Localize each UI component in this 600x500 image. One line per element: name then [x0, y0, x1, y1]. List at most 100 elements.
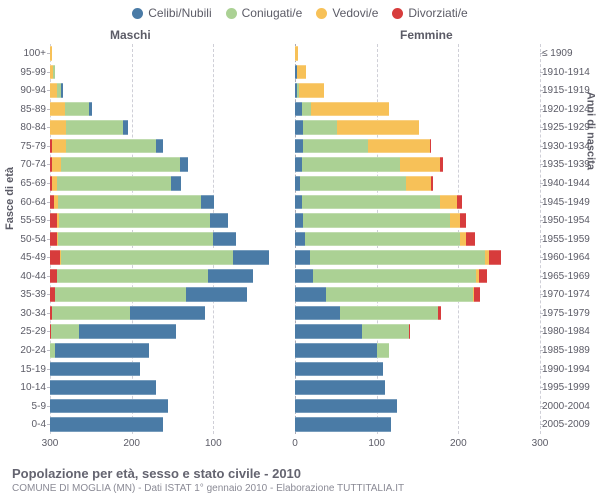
- header-male: Maschi: [110, 28, 151, 42]
- header-female: Femmine: [400, 28, 453, 42]
- age-row: 25-291980-1984: [50, 322, 540, 341]
- bar-segment-cel: [50, 362, 140, 377]
- bar-segment-ved: [50, 46, 52, 61]
- bar-group: [50, 65, 540, 80]
- bar-segment-con: [52, 306, 130, 321]
- legend-item-coniugati: Coniugati/e: [226, 6, 303, 20]
- male-bars: [50, 195, 295, 210]
- plot-area: 3002001000100200300 100+≤ 190995-991910-…: [50, 44, 540, 434]
- age-label: 15-19: [12, 364, 46, 375]
- bar-segment-con: [313, 269, 476, 284]
- female-bars: [295, 343, 540, 358]
- birth-label: 1960-1964: [542, 252, 596, 263]
- x-tick-label: 100: [205, 438, 222, 449]
- age-row: 100+≤ 1909: [50, 44, 540, 63]
- bar-segment-cel: [55, 343, 149, 358]
- bar-group: [50, 195, 540, 210]
- legend: Celibi/Nubili Coniugati/e Vedovi/e Divor…: [0, 0, 600, 20]
- bar-segment-div: [474, 287, 481, 302]
- bar-segment-div: [440, 157, 442, 172]
- bar-segment-div: [50, 250, 60, 265]
- birth-label: 1965-1969: [542, 271, 596, 282]
- female-bars: [295, 399, 540, 414]
- male-bars: [50, 324, 295, 339]
- bar-segment-ved: [440, 195, 456, 210]
- age-row: 45-491960-1964: [50, 248, 540, 267]
- age-label: 65-69: [12, 178, 46, 189]
- bar-segment-con: [300, 176, 406, 191]
- bar-segment-div: [489, 250, 500, 265]
- bar-group: [50, 417, 540, 432]
- female-bars: [295, 213, 540, 228]
- bar-segment-cel: [50, 399, 168, 414]
- bar-segment-con: [377, 343, 389, 358]
- legend-label: Divorziati/e: [408, 6, 467, 20]
- bar-segment-con: [302, 157, 400, 172]
- male-bars: [50, 417, 295, 432]
- birth-label: 1940-1944: [542, 178, 596, 189]
- bar-segment-con: [303, 120, 337, 135]
- bar-segment-cel: [295, 306, 340, 321]
- age-label: 25-29: [12, 326, 46, 337]
- bar-segment-cel: [295, 213, 303, 228]
- birth-label: 1950-1954: [542, 215, 596, 226]
- bar-segment-cel: [295, 362, 383, 377]
- bar-segment-con: [303, 139, 368, 154]
- male-bars: [50, 399, 295, 414]
- bar-segment-cel: [295, 250, 310, 265]
- birth-label: 1970-1974: [542, 289, 596, 300]
- bar-segment-div: [479, 269, 487, 284]
- x-tick-label: 300: [532, 438, 549, 449]
- bar-segment-cel: [233, 250, 269, 265]
- bar-segment-con: [61, 157, 179, 172]
- bar-segment-con: [51, 324, 80, 339]
- male-bars: [50, 269, 295, 284]
- chart-footer: Popolazione per età, sesso e stato civil…: [12, 466, 588, 494]
- female-bars: [295, 195, 540, 210]
- bar-segment-cel: [295, 343, 377, 358]
- swatch-celibi: [132, 8, 143, 19]
- age-label: 95-99: [12, 67, 46, 78]
- x-tick-label: 300: [42, 438, 59, 449]
- bar-segment-div: [431, 176, 433, 191]
- bar-segment-cel: [79, 324, 175, 339]
- bar-segment-div: [457, 195, 462, 210]
- age-label: 70-74: [12, 159, 46, 170]
- legend-label: Vedovi/e: [332, 6, 378, 20]
- birth-label: 1975-1979: [542, 308, 596, 319]
- male-bars: [50, 306, 295, 321]
- male-bars: [50, 46, 295, 61]
- bar-group: [50, 250, 540, 265]
- age-label: 40-44: [12, 271, 46, 282]
- bar-segment-con: [61, 250, 233, 265]
- bar-group: [50, 324, 540, 339]
- bar-group: [50, 362, 540, 377]
- female-bars: [295, 139, 540, 154]
- bar-segment-cel: [123, 120, 128, 135]
- age-label: 55-59: [12, 215, 46, 226]
- female-bars: [295, 83, 540, 98]
- bar-segment-ved: [337, 120, 419, 135]
- age-label: 90-94: [12, 85, 46, 96]
- male-bars: [50, 343, 295, 358]
- bar-segment-ved: [295, 46, 298, 61]
- bar-segment-con: [310, 250, 486, 265]
- legend-item-vedovi: Vedovi/e: [316, 6, 378, 20]
- chart-title: Popolazione per età, sesso e stato civil…: [12, 466, 588, 481]
- age-label: 50-54: [12, 234, 46, 245]
- age-row: 40-441965-1969: [50, 267, 540, 286]
- age-row: 15-191990-1994: [50, 360, 540, 379]
- legend-label: Celibi/Nubili: [148, 6, 211, 20]
- bar-segment-ved: [406, 176, 431, 191]
- bar-segment-con: [57, 269, 208, 284]
- male-bars: [50, 83, 295, 98]
- bar-segment-cel: [171, 176, 181, 191]
- bar-segment-cel: [210, 213, 228, 228]
- age-row: 60-641945-1949: [50, 193, 540, 212]
- x-tick-label: 200: [450, 438, 467, 449]
- bar-segment-cel: [208, 269, 253, 284]
- bar-segment-cel: [295, 399, 397, 414]
- bar-segment-con: [303, 213, 450, 228]
- birth-label: 1990-1994: [542, 364, 596, 375]
- bar-segment-con: [340, 306, 438, 321]
